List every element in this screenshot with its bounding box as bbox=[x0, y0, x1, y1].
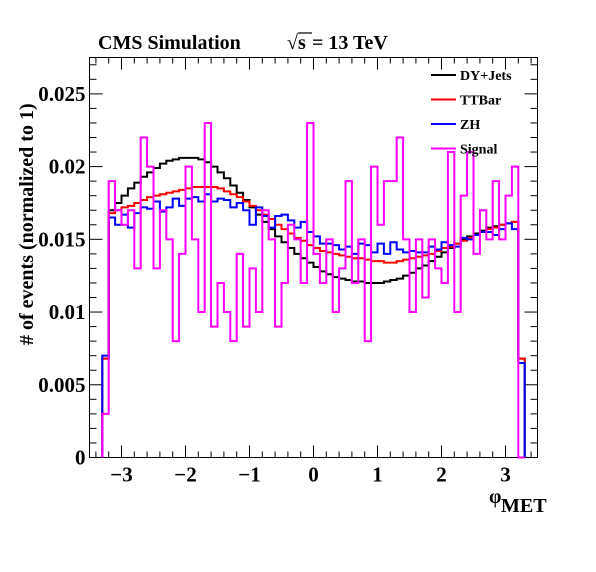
y-tick-label: 0 bbox=[75, 446, 86, 470]
series-layer bbox=[102, 123, 524, 458]
energy-sqrt-s: √s bbox=[287, 32, 306, 54]
x-tick-label: 2 bbox=[436, 463, 447, 487]
x-tick-label: 1 bbox=[372, 463, 383, 487]
x-tick-label: −3 bbox=[110, 463, 132, 487]
x-tick-label: −1 bbox=[238, 463, 260, 487]
chart-title: CMS Simulation bbox=[98, 32, 241, 54]
x-axis-label-main: φ bbox=[489, 486, 501, 508]
y-tick-label: 0.01 bbox=[49, 300, 86, 324]
y-axis-label: # of events (normalized to 1) bbox=[16, 103, 38, 345]
x-axis-label-sub: MET bbox=[501, 495, 547, 517]
x-tick-label: 0 bbox=[308, 463, 319, 487]
legend-label: ZH bbox=[460, 118, 480, 133]
energy-value: = 13 TeV bbox=[312, 32, 388, 54]
legend: DY+Jets TTBar ZH Signal bbox=[431, 69, 512, 158]
x-tick-label: −2 bbox=[174, 463, 196, 487]
series-signal bbox=[102, 123, 524, 458]
legend-label: TTBar bbox=[460, 94, 501, 109]
y-tick-label: 0.025 bbox=[38, 82, 85, 106]
legend-label: DY+Jets bbox=[460, 69, 512, 84]
x-tick-label: 3 bbox=[500, 463, 511, 487]
y-tick-label: 0.02 bbox=[49, 155, 86, 179]
y-tick-label: 0.015 bbox=[38, 227, 85, 251]
legend-label: Signal bbox=[460, 143, 497, 158]
y-tick-label: 0.005 bbox=[38, 373, 85, 397]
